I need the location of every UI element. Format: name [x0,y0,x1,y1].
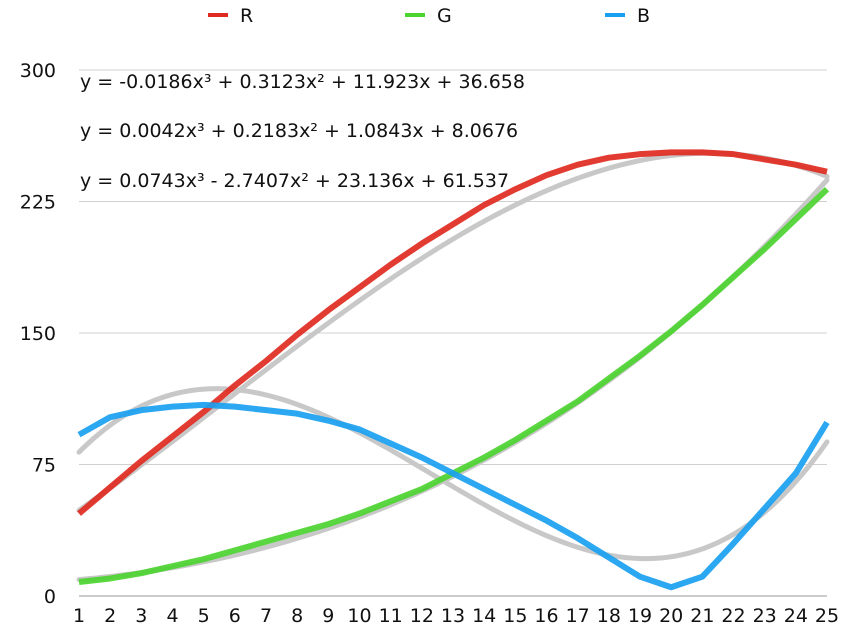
y-tick-label: 75 [32,455,56,477]
y-tick-label: 225 [20,192,56,214]
x-tick-label: 22 [721,605,745,627]
legend-label-g: G [437,5,452,27]
x-tick-label: 18 [597,605,621,627]
x-tick-label: 6 [229,605,241,627]
x-tick-label: 16 [534,605,558,627]
x-tick-label: 17 [566,605,590,627]
x-tick-label: 4 [166,605,178,627]
x-tick-label: 25 [815,605,839,627]
x-tick-label: 8 [291,605,303,627]
x-tick-label: 24 [784,605,808,627]
x-tick-label: 12 [410,605,434,627]
x-tick-label: 7 [260,605,272,627]
x-tick-label: 2 [104,605,116,627]
x-tick-label: 1 [73,605,85,627]
trendline-equation: y = 0.0042x³ + 0.2183x² + 1.0843x + 8.06… [80,120,518,142]
legend-label-b: B [637,5,650,27]
x-tick-label: 19 [628,605,652,627]
y-tick-label: 300 [20,60,56,82]
series-line-r [77,149,828,516]
x-tick-label: 23 [753,605,777,627]
x-tick-label: 15 [503,605,527,627]
x-tick-label: 20 [659,605,683,627]
series-line-g [78,187,830,585]
x-tick-label: 5 [198,605,210,627]
x-tick-label: 11 [379,605,403,627]
x-tick-label: 3 [135,605,147,627]
x-tick-label: 10 [347,605,371,627]
x-tick-label: 9 [322,605,334,627]
x-tick-label: 21 [690,605,714,627]
y-tick-label: 150 [20,323,56,345]
x-tick-label: 13 [441,605,465,627]
trendline-equation: y = -0.0186x³ + 0.3123x² + 11.923x + 36.… [80,71,525,93]
trendline [76,150,830,513]
x-tick-label: 14 [472,605,496,627]
trendline [76,386,830,562]
trendline-equation: y = 0.0743x³ - 2.7407x² + 23.136x + 61.5… [80,170,509,192]
y-tick-label: 0 [44,586,56,608]
series-line-b [77,401,830,591]
legend-label-r: R [240,5,253,27]
